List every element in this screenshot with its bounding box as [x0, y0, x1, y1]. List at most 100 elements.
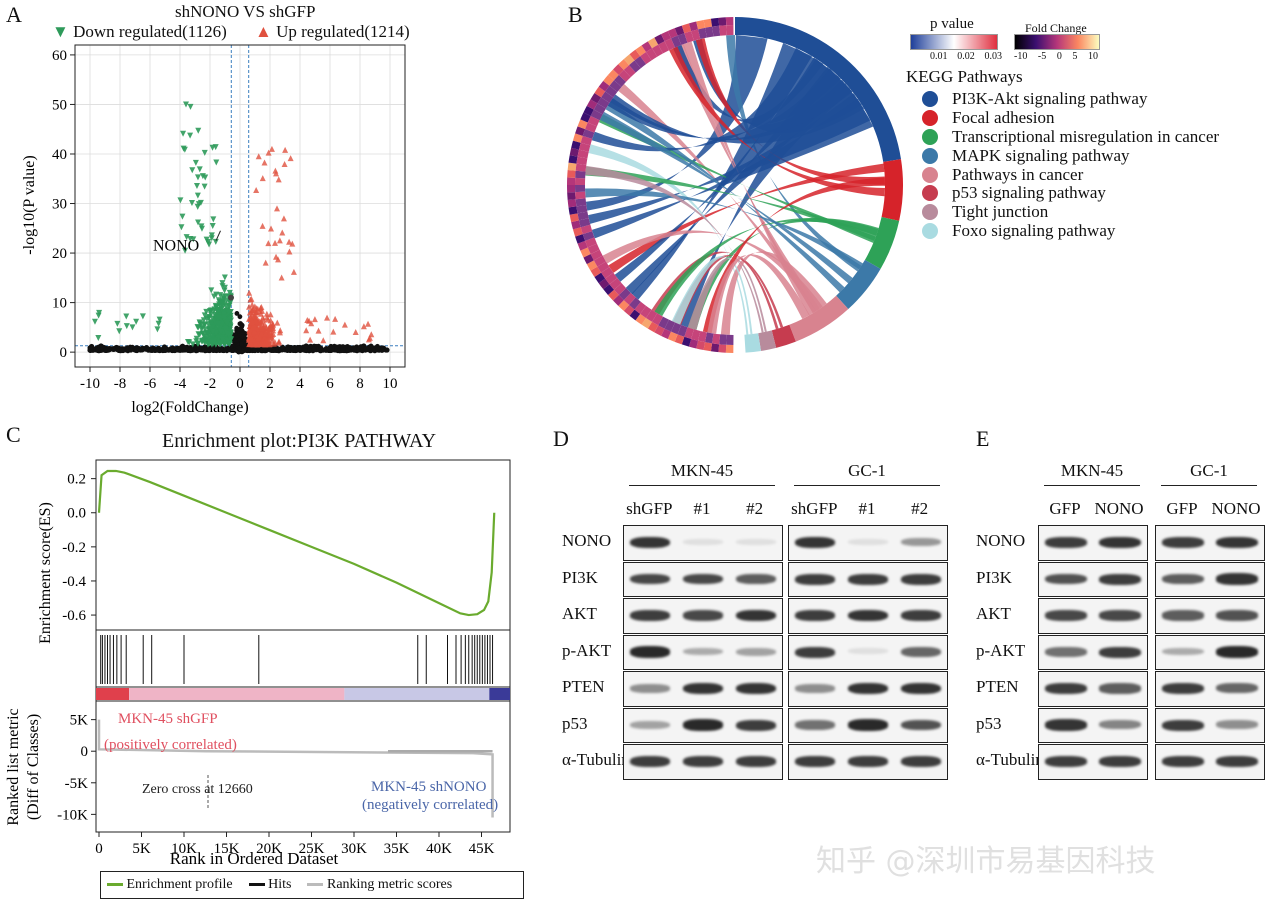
- legend-label: Ranking metric scores: [326, 877, 453, 892]
- gene-fold-change-cell: [567, 177, 576, 185]
- down-point: [212, 341, 219, 348]
- gsea-pos-label: MKN-45 shGFP: [118, 711, 218, 727]
- gsea-frame: [95, 459, 511, 833]
- down-point: [220, 311, 227, 318]
- down-point: [203, 236, 210, 243]
- gene-fold-change-cell: [567, 170, 576, 178]
- blot-band: [1162, 573, 1204, 585]
- gsea-neg-label: MKN-45 shNONO: [371, 779, 487, 795]
- blot-band: [1162, 647, 1204, 656]
- y-tick-label: 0: [60, 345, 68, 361]
- down-point: [209, 223, 216, 230]
- y-tick-label: 30: [52, 197, 67, 213]
- gene-fold-change-cell: [613, 295, 624, 306]
- gene-fold-change-cell: [710, 343, 720, 353]
- gsea-neg-sublabel: (negatively correlated): [362, 797, 498, 813]
- blot-lane-label: #1: [693, 499, 711, 518]
- gene-fold-change-cell: [725, 17, 734, 26]
- blot-lane-label: #2: [746, 499, 764, 518]
- gene-pvalue-cell: [652, 44, 664, 57]
- up-point: [261, 159, 268, 166]
- blot-panel: [1155, 744, 1265, 780]
- metric-tick-label: -10K: [57, 807, 88, 823]
- up-point: [265, 340, 272, 347]
- ns-point: [302, 347, 308, 353]
- blot-panel: [1155, 707, 1265, 743]
- ns-point: [383, 347, 389, 353]
- x-tick-label: 5K: [132, 841, 151, 857]
- legend-swatch-icon: [922, 147, 938, 164]
- ns-point: [95, 347, 101, 353]
- kegg-legend-item: Focal adhesion: [922, 108, 1219, 128]
- down-point: [207, 307, 214, 314]
- up-point: [275, 176, 282, 183]
- chord-ribbon: [654, 218, 879, 317]
- up-point: [247, 314, 254, 321]
- chord-ribbon: [687, 257, 767, 333]
- gsea-rank-heatbar: [96, 688, 510, 700]
- chord-ribbon: [608, 163, 885, 273]
- x-tick-label: -2: [204, 376, 217, 392]
- blot-panel: [1038, 707, 1148, 743]
- down-point: [197, 199, 204, 206]
- blot-group-label: MKN-45: [670, 461, 734, 480]
- up-point: [307, 336, 314, 343]
- ns-point: [233, 338, 239, 344]
- legend-hits: Hits: [248, 877, 291, 893]
- gene-fold-change-cell: [629, 49, 641, 61]
- down-point: [206, 241, 213, 248]
- gene-fold-change-cell: [586, 260, 598, 271]
- gene-pvalue-cell: [578, 142, 591, 152]
- panel-label-d: D: [553, 426, 569, 451]
- up-point: [268, 334, 275, 341]
- ns-point: [378, 347, 385, 353]
- gene-fold-change-cell: [654, 34, 665, 45]
- down-point: [177, 197, 184, 204]
- gene-fold-change-cell: [618, 59, 630, 70]
- blot-row-label: p53: [562, 713, 588, 733]
- blot-band: [900, 682, 941, 695]
- up-point: [257, 310, 264, 317]
- up-point: [259, 222, 266, 229]
- blot-row-label: PI3K: [976, 567, 1012, 587]
- gene-fold-change-cell: [594, 86, 606, 98]
- blot-band: [1045, 683, 1087, 695]
- kegg-legend: PI3K-Akt signaling pathway Focal adhesion…: [922, 89, 1219, 240]
- gene-pvalue-cell: [593, 103, 606, 115]
- x-tick-label: -10: [80, 376, 100, 392]
- blot-band: [735, 538, 776, 545]
- gsea-zero-cross-label: Zero cross at 12660: [142, 782, 253, 797]
- western-blot-e: MKN-45 GFP NONO GC-1 GFP NONO NONO PI3K AKT p-AKT…: [950, 455, 1265, 785]
- pathway-sector: [881, 159, 903, 221]
- gene-pvalue-cell: [576, 156, 588, 165]
- up-point: [258, 318, 265, 325]
- up-point: [275, 339, 282, 346]
- gene-pvalue-cell: [691, 29, 701, 41]
- ns-point: [119, 347, 125, 353]
- blot-row-label: PI3K: [562, 567, 598, 587]
- blot-lane-label: NONO: [1211, 499, 1261, 518]
- blot-band: [1162, 537, 1204, 549]
- blot-band: [1216, 610, 1258, 621]
- pathway-sector: [864, 216, 900, 269]
- x-tick-label: 10: [383, 376, 398, 392]
- down-point: [195, 127, 202, 134]
- pathway-sector: [771, 324, 796, 348]
- up-point: [280, 215, 287, 222]
- gene-fold-change-cell: [725, 344, 734, 353]
- blot-band: [900, 537, 941, 547]
- down-point: [183, 101, 189, 108]
- gene-pvalue-cell: [671, 322, 682, 335]
- up-point: [249, 301, 256, 308]
- ns-point: [290, 346, 296, 353]
- x-tick-label: 0: [95, 841, 103, 857]
- legend-swatch-icon: [922, 128, 938, 145]
- down-point: [185, 338, 192, 345]
- gene-pvalue-cell: [640, 305, 652, 318]
- blot-band: [682, 756, 723, 768]
- up-triangle-icon: ▲: [255, 22, 272, 41]
- chord-ribbon: [605, 101, 845, 293]
- blot-lane-label: #1: [858, 499, 876, 518]
- gene-fold-change-cell: [661, 31, 672, 42]
- blot-band: [900, 756, 941, 768]
